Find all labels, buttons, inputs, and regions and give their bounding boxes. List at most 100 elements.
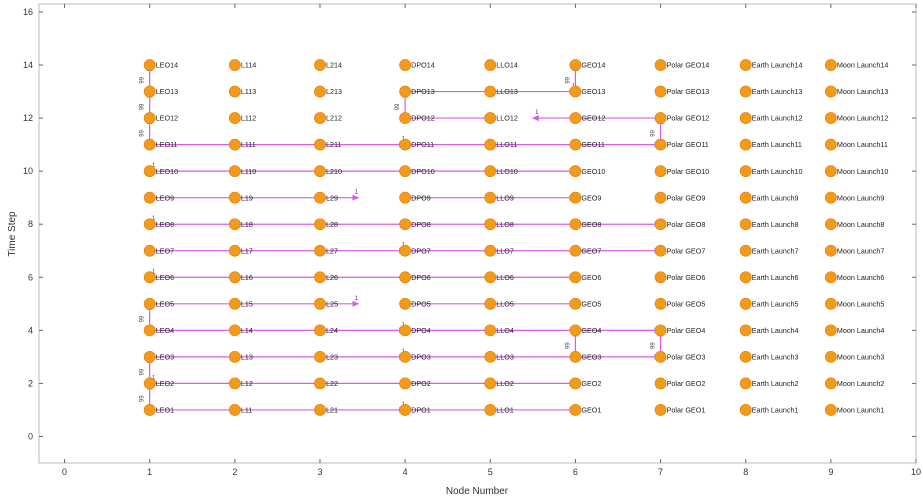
node-label: L16 <box>241 273 253 282</box>
node-marker <box>228 191 241 204</box>
x-tick-label: 2 <box>232 467 237 477</box>
node-label: L210 <box>326 167 342 176</box>
arc-label: 1 <box>152 163 156 169</box>
node-marker <box>739 271 752 284</box>
node-label: L110 <box>241 167 256 176</box>
arc-label: 1 <box>152 375 156 381</box>
node-label: L213 <box>326 87 342 96</box>
y-tick-label: 4 <box>28 325 33 335</box>
node-label: L114 <box>241 61 256 70</box>
node-marker <box>399 297 412 310</box>
node-label: L13 <box>241 352 253 361</box>
node-label: DPO7 <box>411 246 431 255</box>
node-label: LEO6 <box>156 273 174 282</box>
node-marker <box>399 324 412 337</box>
arc-label: 99 <box>140 315 146 322</box>
x-tick-label: 0 <box>62 467 67 477</box>
node-label: Earth Launch4 <box>752 326 799 335</box>
node-label: GEO2 <box>581 379 601 388</box>
node-label: DPO12 <box>411 114 435 123</box>
node-marker <box>824 85 837 98</box>
node-label: L113 <box>241 87 256 96</box>
node-marker <box>399 377 412 390</box>
x-tick-label: 1 <box>147 467 152 477</box>
node-marker <box>739 59 752 71</box>
node-marker <box>314 377 326 390</box>
node-marker <box>739 324 752 337</box>
arc-label: 99 <box>140 395 146 402</box>
node-label: LLO7 <box>496 246 514 255</box>
node-label: Moon Launch5 <box>837 299 885 308</box>
node-label: Earth Launch10 <box>752 167 803 176</box>
node-label: GEO11 <box>581 140 604 149</box>
node-marker <box>654 350 667 363</box>
node-label: GEO6 <box>581 273 601 282</box>
node-label: GEO14 <box>581 61 605 70</box>
node-marker <box>484 404 497 416</box>
node-marker <box>314 59 326 71</box>
node-marker <box>569 377 582 390</box>
arc-label: 99 <box>140 76 146 83</box>
node-marker <box>228 324 241 337</box>
x-tick-label: 6 <box>573 467 578 477</box>
y-tick-label: 8 <box>28 219 33 229</box>
node-label: Moon Launch1 <box>837 406 885 415</box>
node-label: L29 <box>326 193 338 202</box>
node-label: LEO3 <box>156 352 174 361</box>
node-label: Earth Launch7 <box>752 246 799 255</box>
node-marker <box>569 85 582 98</box>
node-marker <box>739 350 752 363</box>
node-marker <box>399 138 412 151</box>
node-label: Moon Launch11 <box>837 140 888 149</box>
node-label: DPO11 <box>411 140 434 149</box>
node-label: L212 <box>326 114 342 123</box>
node-marker <box>824 404 837 416</box>
node-label: Polar GEO11 <box>667 140 709 149</box>
node-label: Earth Launch9 <box>752 193 799 202</box>
node-label: Earth Launch11 <box>752 140 802 149</box>
node-label: GEO5 <box>581 299 601 308</box>
node-marker <box>143 112 156 124</box>
node-label: LEO1 <box>156 406 174 415</box>
node-label: LEO13 <box>156 87 178 96</box>
node-marker <box>484 59 497 71</box>
node-label: Polar GEO4 <box>667 326 706 335</box>
node-label: GEO7 <box>581 246 601 255</box>
node-marker <box>143 350 156 363</box>
node-marker <box>314 218 326 231</box>
node-label: Polar GEO14 <box>667 61 710 70</box>
node-label: GEO10 <box>581 167 605 176</box>
y-tick-label: 16 <box>23 7 33 17</box>
node-label: GEO4 <box>581 326 601 335</box>
node-marker <box>569 350 582 363</box>
node-marker <box>143 244 156 257</box>
node-marker <box>654 218 667 231</box>
node-marker <box>824 191 837 204</box>
node-marker <box>654 165 667 178</box>
node-marker <box>824 244 837 257</box>
node-marker <box>739 404 752 416</box>
node-marker <box>824 297 837 310</box>
node-marker <box>739 138 752 151</box>
arc-label: 99 <box>140 368 146 375</box>
arc-label: 1 <box>152 216 156 222</box>
node-marker <box>569 297 582 310</box>
node-label: Moon Launch8 <box>837 220 885 229</box>
node-marker <box>484 297 497 310</box>
node-marker <box>654 271 667 284</box>
node-marker <box>569 59 582 71</box>
node-label: Moon Launch6 <box>837 273 885 282</box>
node-label: L26 <box>326 273 338 282</box>
nodes-layer: LEO1 LEO2 LEO3 LEO4 LEO5 LEO6 LEO7 LEO8 LEO9 LEO1… <box>143 59 888 416</box>
node-label: LLO6 <box>496 273 514 282</box>
node-marker <box>228 377 241 390</box>
node-marker <box>739 377 752 390</box>
node-label: LLO3 <box>496 352 514 361</box>
node-marker <box>484 112 497 124</box>
node-marker <box>654 244 667 257</box>
node-label: Earth Launch14 <box>752 61 803 70</box>
node-marker <box>739 112 752 124</box>
arc-label: 99 <box>651 129 657 136</box>
node-label: Polar GEO6 <box>667 273 706 282</box>
node-label: LEO2 <box>156 379 174 388</box>
